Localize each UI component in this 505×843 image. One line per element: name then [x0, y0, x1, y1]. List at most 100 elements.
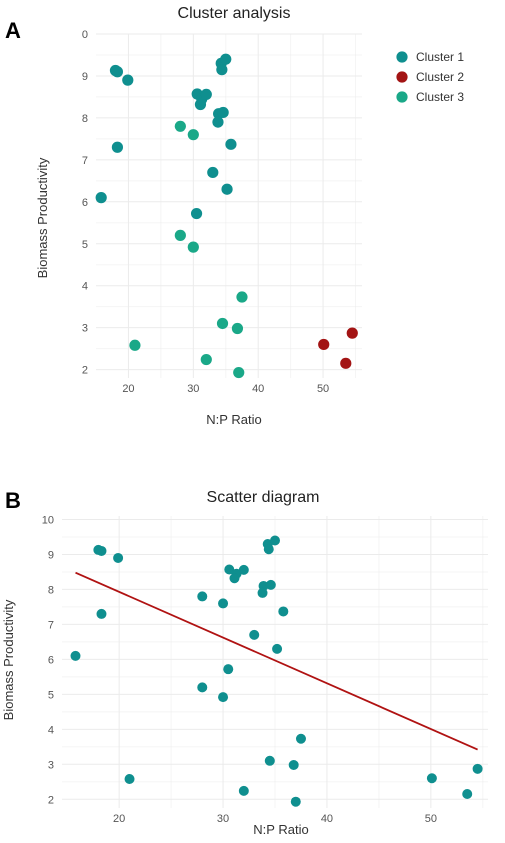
x-tick-label: 40 — [252, 383, 264, 395]
y-tick-label: 0 — [82, 29, 88, 41]
data-point-series-1 — [220, 53, 232, 65]
chart-b-points — [70, 535, 483, 807]
data-point-series-1 — [124, 773, 135, 784]
data-point-series-1 — [426, 773, 437, 784]
data-point-series-3 — [187, 129, 199, 141]
data-point-series-1 — [462, 789, 473, 800]
data-point-series-2 — [346, 327, 358, 339]
data-point-series-1 — [197, 591, 208, 602]
data-point-series-1 — [263, 544, 274, 555]
chart-a-points — [95, 53, 358, 379]
data-point-series-1 — [238, 564, 249, 575]
chart-a-y-label: Biomass Productivity — [35, 157, 50, 278]
data-point-series-1 — [190, 207, 203, 220]
data-point-series-1 — [272, 643, 283, 654]
y-tick-label: 9 — [82, 71, 88, 83]
chart-b-y-label: Biomass Productivity — [1, 599, 16, 720]
fit-line — [75, 571, 478, 751]
x-tick-label: 30 — [187, 383, 199, 395]
data-point-series-1 — [270, 535, 280, 546]
y-tick-label: 5 — [82, 239, 88, 251]
data-point-series-1 — [238, 785, 249, 796]
legend-label-2: Cluster 2 — [416, 70, 464, 84]
data-point-series-1 — [111, 66, 124, 78]
panel-letter-b: B — [5, 488, 21, 513]
y-tick-label: 2 — [82, 365, 88, 377]
data-point-series-3 — [174, 229, 186, 241]
y-tick-label: 10 — [42, 514, 54, 526]
data-point-series-1 — [225, 138, 237, 150]
y-tick-label: 8 — [48, 584, 54, 596]
x-tick-label: 50 — [425, 813, 437, 825]
data-point-series-1 — [257, 587, 268, 598]
data-point-series-1 — [122, 74, 134, 86]
data-point-series-1 — [472, 763, 483, 774]
data-point-series-3 — [231, 322, 244, 335]
y-tick-label: 8 — [82, 113, 88, 125]
data-point-series-1 — [265, 579, 276, 590]
data-point-series-1 — [278, 606, 289, 617]
data-point-series-1 — [288, 759, 299, 770]
data-point-series-1 — [207, 166, 219, 179]
panel-letter-a: A — [5, 18, 21, 43]
y-tick-label: 6 — [48, 654, 54, 666]
chart-a-title: Cluster analysis — [178, 5, 291, 22]
data-point-series-1 — [70, 650, 81, 661]
y-tick-label: 5 — [48, 689, 54, 701]
data-point-series-3 — [129, 339, 141, 351]
y-tick-label: 9 — [48, 549, 54, 561]
data-point-series-1 — [197, 682, 208, 693]
y-tick-label: 6 — [82, 197, 88, 209]
legend-swatch-3 — [396, 91, 408, 103]
y-tick-label: 7 — [48, 619, 54, 631]
chart-b-grid — [62, 516, 488, 808]
y-tick-label: 2 — [48, 794, 54, 806]
data-point-series-1 — [221, 183, 233, 195]
chart-a-y-ticks: 2 3 4 5 6 7 8 9 0 — [82, 29, 88, 377]
data-point-series-1 — [249, 629, 260, 640]
data-point-series-1 — [111, 141, 124, 153]
x-tick-label: 30 — [217, 813, 229, 825]
data-point-series-1 — [229, 573, 240, 584]
data-point-series-1 — [95, 192, 107, 204]
data-point-series-2 — [318, 338, 330, 351]
data-point-series-1 — [194, 98, 207, 111]
data-point-series-1 — [212, 116, 224, 128]
data-point-series-1 — [218, 692, 229, 703]
y-tick-label: 3 — [48, 759, 54, 771]
data-point-series-1 — [96, 545, 107, 556]
chart-b-y-ticks: 2 3 4 5 6 7 8 9 10 — [42, 514, 54, 806]
x-tick-label: 40 — [321, 813, 333, 825]
y-tick-label: 7 — [82, 155, 88, 167]
chart-b-title: Scatter diagram — [207, 489, 320, 506]
chart-b-x-ticks: 20 30 40 50 — [113, 813, 437, 825]
chart-a-grid — [96, 33, 362, 378]
data-point-series-1 — [224, 564, 235, 575]
data-point-series-1 — [113, 552, 124, 563]
data-point-series-3 — [216, 317, 229, 330]
data-point-series-1 — [96, 608, 107, 619]
data-point-series-2 — [340, 357, 352, 369]
data-point-series-3 — [233, 366, 245, 379]
data-point-series-3 — [187, 241, 199, 253]
legend-label-3: Cluster 3 — [416, 90, 464, 104]
data-point-series-1 — [216, 64, 228, 76]
y-tick-label: 3 — [82, 323, 88, 335]
y-tick-label: 4 — [48, 724, 54, 736]
data-point-series-1 — [200, 88, 212, 101]
data-point-series-1 — [295, 733, 306, 744]
data-point-series-1 — [264, 755, 275, 766]
legend-swatch-2 — [396, 71, 408, 83]
data-point-series-3 — [174, 120, 186, 132]
chart-b-x-label: N:P Ratio — [253, 822, 308, 837]
chart-b-fit-line-group — [75, 571, 478, 751]
x-tick-label: 20 — [113, 813, 125, 825]
data-point-series-1 — [290, 796, 301, 807]
data-point-series-3 — [200, 353, 212, 366]
x-tick-label: 50 — [317, 383, 329, 395]
legend-label-1: Cluster 1 — [416, 50, 464, 64]
y-tick-label: 4 — [82, 281, 88, 293]
chart-a-x-label: N:P Ratio — [206, 412, 261, 427]
chart-a-x-ticks: 20 30 40 50 — [122, 383, 329, 395]
data-point-series-1 — [218, 598, 229, 609]
